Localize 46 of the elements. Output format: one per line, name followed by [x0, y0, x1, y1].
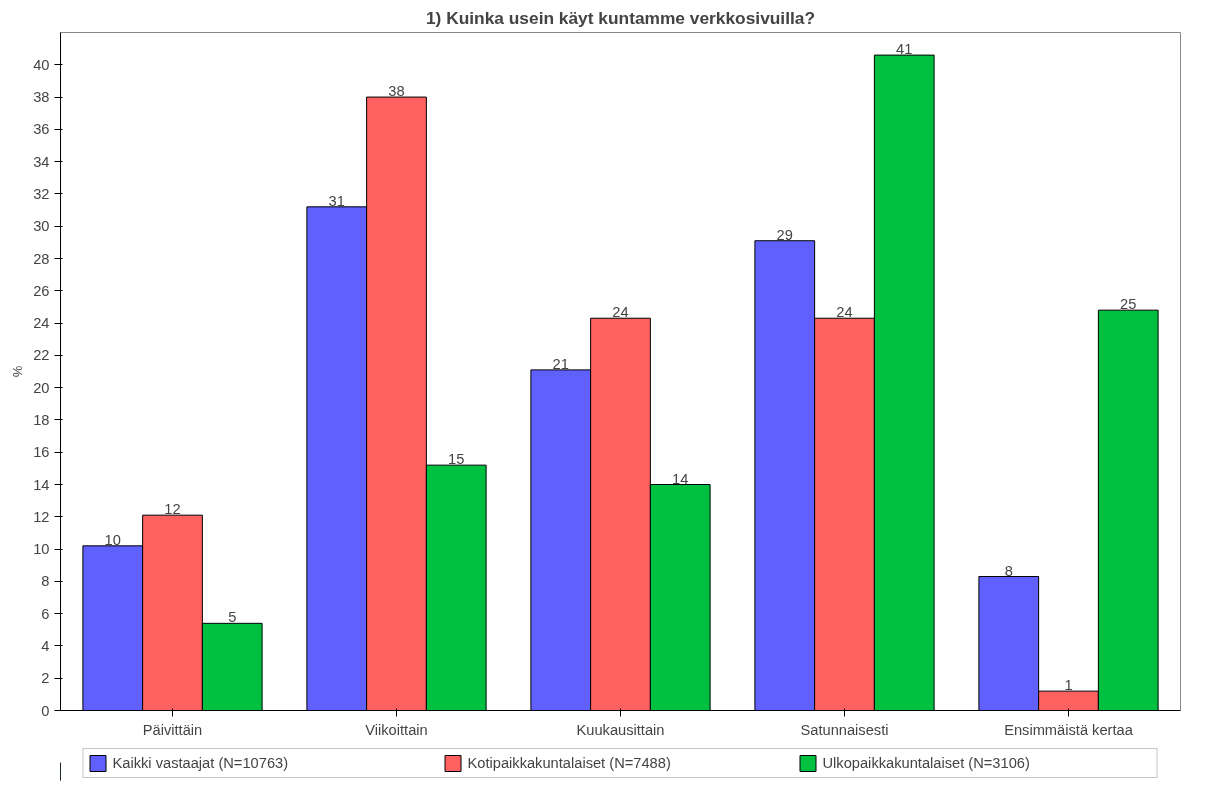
y-tick-label: 6 — [41, 605, 50, 622]
data-label: 29 — [776, 226, 793, 243]
data-label: 10 — [104, 531, 121, 548]
y-tick-label: 2 — [41, 670, 50, 687]
data-label: 31 — [328, 192, 345, 209]
data-label: 21 — [552, 355, 569, 372]
chart-title: 1) Kuinka usein käyt kuntamme verkkosivuilla? — [425, 7, 816, 28]
y-tick-label: 16 — [33, 444, 50, 461]
x-tick-label: Kuukausittain — [576, 721, 665, 738]
y-tick-label: 22 — [33, 347, 50, 364]
y-tick-label: 12 — [33, 508, 50, 525]
y-tick-label: 32 — [33, 185, 50, 202]
y-tick-label: 30 — [33, 218, 50, 235]
x-tick-label: Satunnaisesti — [800, 721, 889, 738]
data-label: 8 — [1004, 562, 1013, 579]
data-label: 14 — [672, 470, 689, 487]
y-tick-label: 38 — [33, 89, 50, 106]
y-tick-label: 20 — [33, 379, 50, 396]
data-label: 1 — [1064, 677, 1073, 694]
y-axis-title: % — [10, 365, 26, 378]
y-tick-label: 36 — [33, 121, 50, 138]
x-tick-label: Ensimmäistä kertaa — [1004, 721, 1134, 738]
y-tick-label: 18 — [33, 411, 50, 428]
y-tick-label: 24 — [33, 315, 50, 332]
x-tick-label: Viikoittain — [365, 721, 428, 738]
data-label: 41 — [896, 41, 913, 58]
y-tick-label: 4 — [41, 637, 50, 654]
data-label: 12 — [164, 501, 181, 518]
legend-label: Kaikki vastaajat (N=10763) — [112, 754, 290, 771]
y-tick-label: 10 — [33, 541, 50, 558]
y-tick-label: 26 — [33, 282, 50, 299]
data-label: 24 — [612, 304, 629, 321]
y-tick-label: 8 — [41, 573, 50, 590]
x-tick-label: Päivittäin — [142, 721, 203, 738]
y-tick-label: 34 — [33, 153, 50, 170]
data-label: 25 — [1120, 296, 1137, 313]
y-tick-label: 0 — [41, 702, 50, 719]
data-label: 38 — [388, 83, 405, 100]
data-label: 15 — [448, 451, 465, 468]
y-tick-label: 14 — [33, 476, 50, 493]
data-label: 24 — [836, 304, 853, 321]
y-tick-label: 40 — [33, 56, 50, 73]
y-tick-label: 28 — [33, 250, 50, 267]
data-label: 5 — [228, 609, 237, 626]
legend-label: Kotipaikkakuntalaiset (N=7488) — [467, 754, 672, 771]
legend-label: Ulkopaikkakuntalaiset (N=3106) — [822, 754, 1031, 771]
